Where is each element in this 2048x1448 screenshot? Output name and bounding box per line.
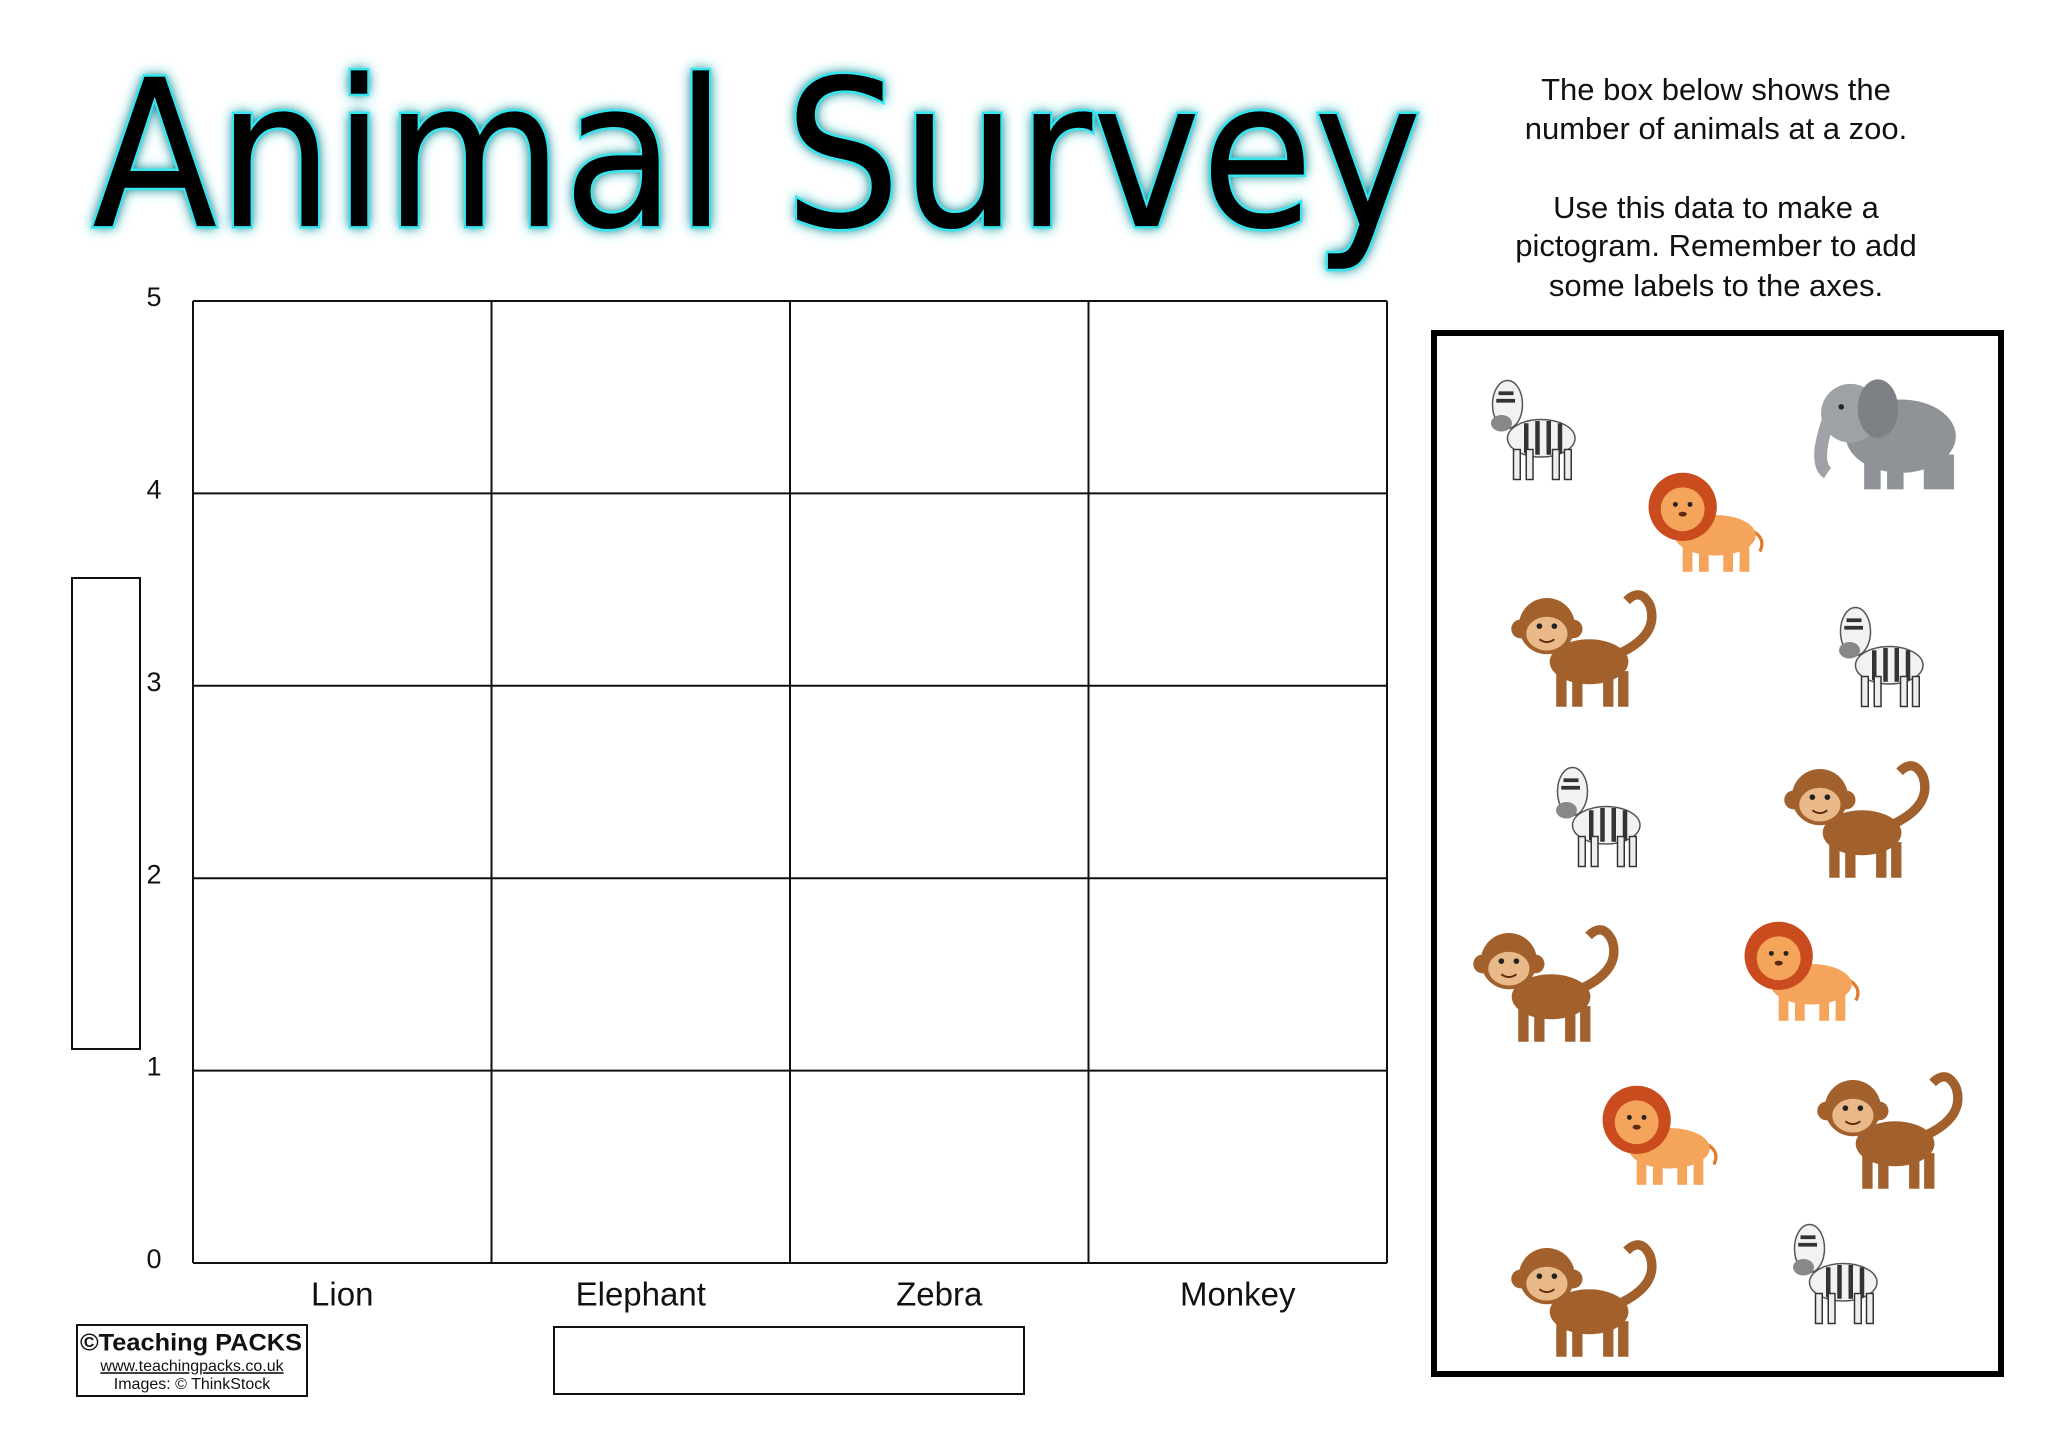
- logo-frame: [76, 1324, 308, 1397]
- logo-url: www.teachingpacks.co.uk: [99, 1358, 284, 1375]
- y-tick-label: 2: [146, 859, 161, 889]
- title: Animal Survey: [92, 37, 1422, 275]
- animal-box: [1431, 330, 2004, 1377]
- x-tick-label: Elephant: [576, 1276, 706, 1313]
- instruction-line: Use this data to make a: [1553, 190, 1879, 225]
- instruction-line: pictogram. Remember to add: [1515, 228, 1916, 263]
- x-tick-label: Zebra: [896, 1276, 983, 1313]
- instruction-line: The box below shows the: [1541, 72, 1891, 107]
- y-tick-label: 5: [146, 282, 161, 312]
- instruction-line: some labels to the axes.: [1549, 268, 1883, 303]
- logo-brand: ©Teaching PACKS: [80, 1329, 302, 1356]
- y-tick-label: 0: [146, 1244, 161, 1274]
- instructions: The box below shows the number of animal…: [1515, 72, 1916, 303]
- logo: ©Teaching PACKS www.teachingpacks.co.uk …: [76, 1324, 308, 1397]
- y-tick-label: 3: [146, 667, 161, 697]
- y-label-box: [71, 577, 141, 1050]
- x-tick-label: Lion: [311, 1276, 373, 1313]
- y-tick-label: 1: [146, 1052, 161, 1082]
- y-tick-label: 4: [146, 475, 161, 505]
- x-tick-label: Monkey: [1180, 1276, 1296, 1313]
- x-label-box: [553, 1326, 1025, 1395]
- instruction-line: number of animals at a zoo.: [1525, 111, 1908, 146]
- logo-credit: Images: © ThinkStock: [114, 1376, 271, 1393]
